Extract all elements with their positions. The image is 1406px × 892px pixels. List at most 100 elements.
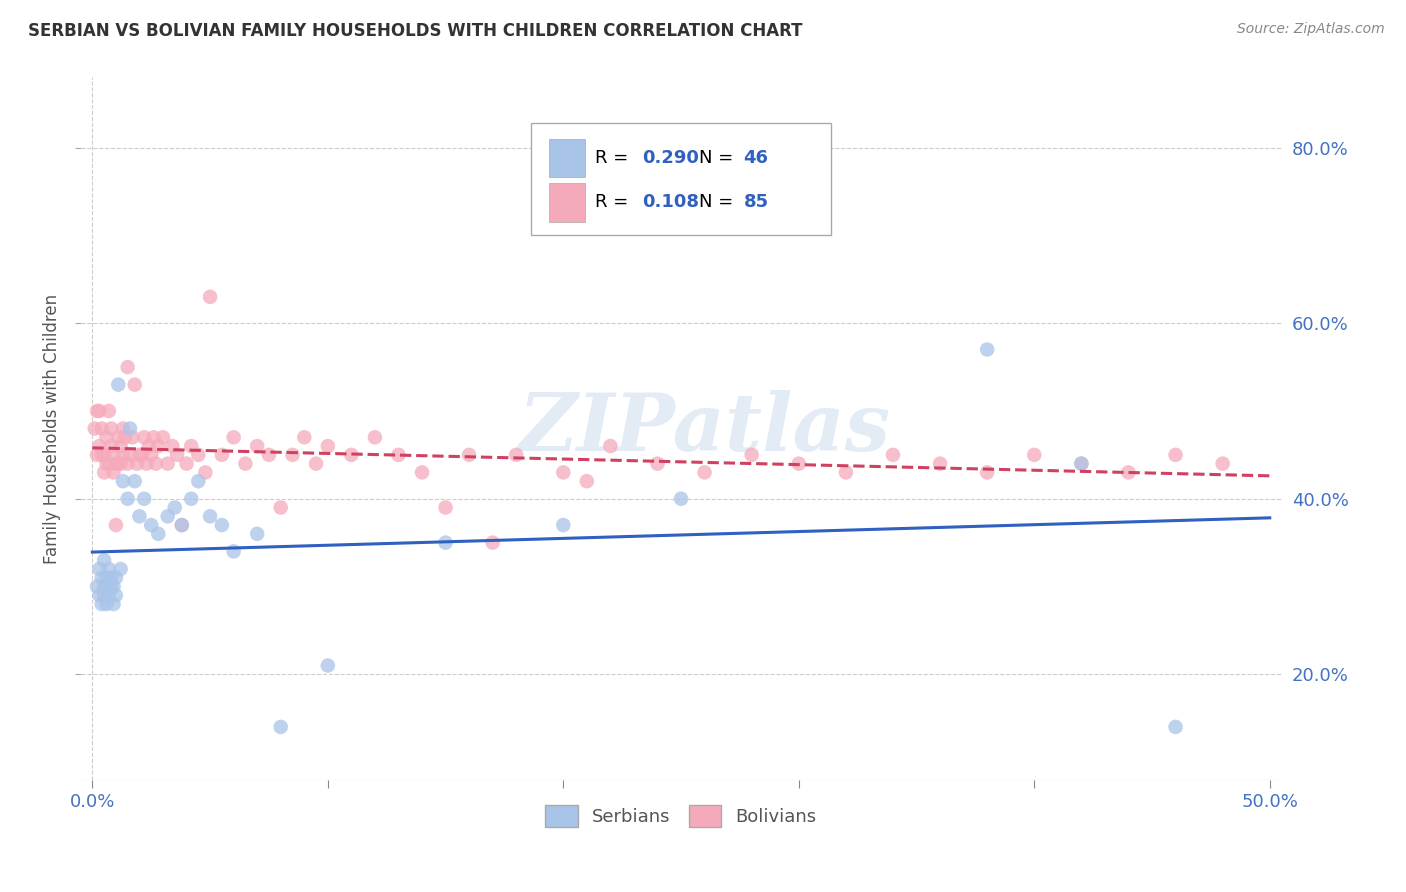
Point [222, 430, 245, 444]
Point [693, 466, 716, 480]
Point [411, 466, 433, 480]
Point [316, 658, 339, 673]
Point [198, 509, 221, 524]
Point [364, 430, 387, 444]
Point [198, 290, 221, 304]
Point [481, 535, 503, 549]
Text: R =: R = [595, 194, 640, 211]
Point [93, 448, 115, 462]
Point [89, 588, 111, 602]
Point [222, 544, 245, 558]
Point [575, 474, 598, 488]
Point [124, 377, 146, 392]
Point [117, 491, 139, 506]
Point [176, 457, 198, 471]
Point [89, 439, 111, 453]
Point [103, 580, 125, 594]
Point [124, 474, 146, 488]
Point [1118, 466, 1140, 480]
Point [156, 457, 179, 471]
Point [97, 404, 120, 418]
Point [141, 448, 163, 462]
Point [96, 597, 118, 611]
Text: N =: N = [699, 149, 740, 167]
Point [111, 474, 134, 488]
Point [93, 553, 115, 567]
Point [434, 535, 457, 549]
Point [128, 448, 150, 462]
Point [148, 439, 170, 453]
Point [134, 491, 156, 506]
Point [305, 457, 328, 471]
Point [194, 466, 217, 480]
Point [97, 562, 120, 576]
Legend: Serbians, Bolivians: Serbians, Bolivians [538, 797, 824, 834]
Point [89, 562, 111, 576]
Point [553, 466, 575, 480]
Point [111, 448, 134, 462]
Point [86, 448, 108, 462]
Point [93, 466, 115, 480]
Point [270, 720, 292, 734]
Point [1164, 448, 1187, 462]
Point [96, 571, 118, 585]
Point [434, 500, 457, 515]
Point [100, 439, 122, 453]
Point [135, 457, 157, 471]
Point [110, 562, 132, 576]
Point [83, 421, 105, 435]
Point [93, 580, 115, 594]
Point [86, 404, 108, 418]
Point [553, 518, 575, 533]
Point [90, 421, 112, 435]
Point [647, 457, 669, 471]
Point [211, 518, 233, 533]
Text: Source: ZipAtlas.com: Source: ZipAtlas.com [1237, 22, 1385, 37]
Point [110, 457, 132, 471]
Point [156, 509, 179, 524]
Text: N =: N = [699, 194, 740, 211]
Point [741, 448, 763, 462]
Point [96, 430, 118, 444]
Point [166, 448, 188, 462]
Point [104, 571, 127, 585]
Point [246, 526, 269, 541]
Point [235, 457, 257, 471]
Point [929, 457, 952, 471]
Point [107, 457, 129, 471]
Text: R =: R = [595, 149, 634, 167]
Point [121, 430, 143, 444]
Point [976, 466, 998, 480]
Point [141, 518, 163, 533]
Point [292, 430, 315, 444]
Point [1070, 457, 1092, 471]
Point [138, 439, 160, 453]
Point [669, 491, 692, 506]
Point [145, 457, 167, 471]
Point [96, 580, 118, 594]
Point [97, 588, 120, 602]
Point [93, 588, 115, 602]
FancyBboxPatch shape [531, 123, 831, 235]
Point [148, 526, 170, 541]
Point [882, 448, 904, 462]
Point [118, 448, 141, 462]
Point [170, 518, 193, 533]
Point [387, 448, 409, 462]
Text: ZIPatlas: ZIPatlas [519, 390, 891, 467]
Point [117, 457, 139, 471]
Point [246, 439, 269, 453]
Point [111, 421, 134, 435]
Text: SERBIAN VS BOLIVIAN FAMILY HOUSEHOLDS WITH CHILDREN CORRELATION CHART: SERBIAN VS BOLIVIAN FAMILY HOUSEHOLDS WI… [28, 22, 803, 40]
Point [114, 430, 136, 444]
Point [180, 491, 202, 506]
Point [100, 580, 122, 594]
Point [104, 457, 127, 471]
Point [211, 448, 233, 462]
Point [1212, 457, 1234, 471]
Point [316, 439, 339, 453]
Point [128, 509, 150, 524]
Point [281, 448, 304, 462]
Point [100, 421, 122, 435]
Point [458, 448, 481, 462]
